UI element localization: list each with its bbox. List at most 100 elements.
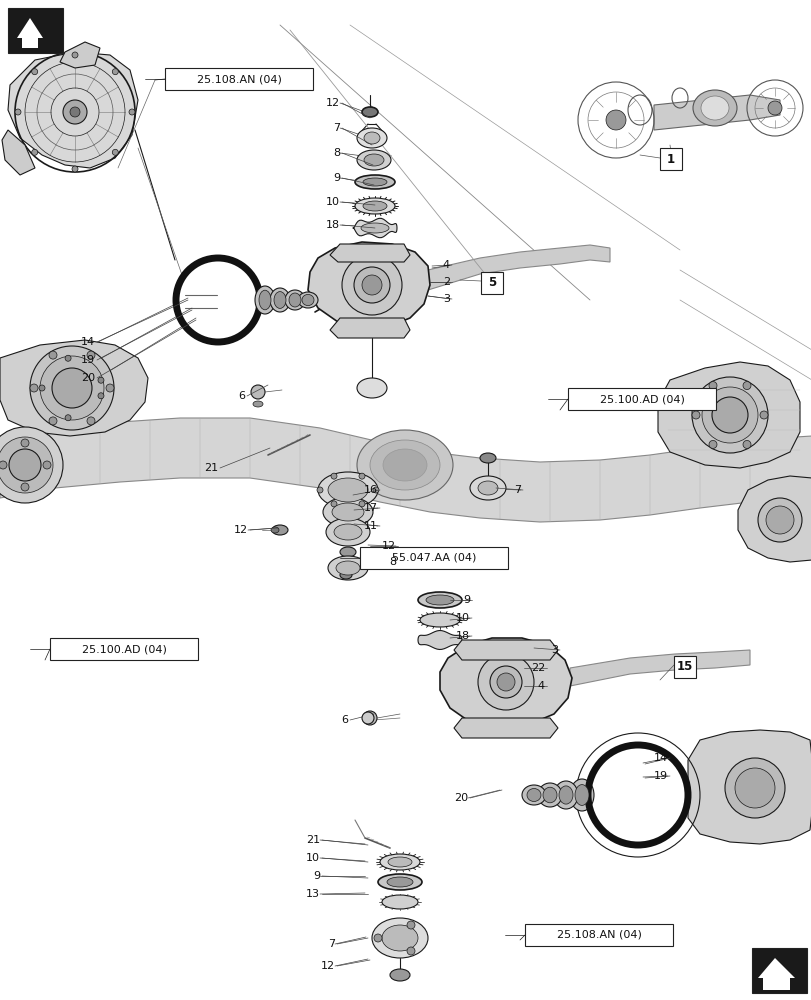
Polygon shape: [653, 95, 779, 130]
Polygon shape: [329, 244, 410, 262]
Ellipse shape: [328, 478, 367, 502]
Circle shape: [759, 411, 767, 419]
Ellipse shape: [426, 595, 453, 605]
Circle shape: [406, 921, 414, 929]
Circle shape: [87, 417, 95, 425]
Ellipse shape: [389, 969, 410, 981]
Ellipse shape: [328, 556, 367, 580]
Ellipse shape: [340, 547, 355, 557]
Text: 9: 9: [312, 871, 320, 881]
Ellipse shape: [553, 781, 577, 809]
Polygon shape: [17, 18, 43, 48]
Ellipse shape: [255, 286, 275, 314]
Circle shape: [765, 506, 793, 534]
Ellipse shape: [419, 613, 460, 627]
Circle shape: [0, 461, 7, 469]
Polygon shape: [569, 650, 749, 686]
Circle shape: [478, 654, 534, 710]
Ellipse shape: [526, 788, 540, 801]
Circle shape: [742, 382, 750, 390]
Circle shape: [354, 267, 389, 303]
Circle shape: [708, 382, 716, 390]
Bar: [359, 547, 508, 569]
Ellipse shape: [371, 918, 427, 958]
Text: 15: 15: [676, 660, 693, 674]
Circle shape: [331, 501, 337, 507]
Text: 14: 14: [653, 753, 667, 763]
Bar: [8, 8, 63, 53]
Ellipse shape: [357, 430, 453, 500]
Text: 7: 7: [328, 939, 335, 949]
Ellipse shape: [370, 440, 440, 490]
Ellipse shape: [538, 783, 561, 807]
Text: 20: 20: [453, 793, 467, 803]
Circle shape: [702, 387, 757, 443]
Text: 21: 21: [306, 835, 320, 845]
Text: 22: 22: [530, 663, 544, 673]
Circle shape: [39, 385, 45, 391]
Circle shape: [21, 439, 29, 447]
Polygon shape: [60, 42, 100, 68]
Text: 12: 12: [234, 525, 247, 535]
Circle shape: [52, 368, 92, 408]
Ellipse shape: [285, 290, 305, 310]
Text: 19: 19: [81, 355, 95, 365]
Text: 2: 2: [442, 277, 449, 287]
Circle shape: [49, 351, 57, 359]
Text: 25.100.AD (04): 25.100.AD (04): [81, 644, 166, 654]
Polygon shape: [418, 631, 461, 649]
Text: 16: 16: [363, 485, 378, 495]
Ellipse shape: [336, 561, 359, 575]
Circle shape: [362, 712, 374, 724]
Ellipse shape: [333, 524, 362, 540]
Circle shape: [72, 52, 78, 58]
Polygon shape: [657, 362, 799, 468]
Ellipse shape: [357, 378, 387, 398]
Ellipse shape: [362, 107, 378, 117]
Ellipse shape: [692, 90, 736, 126]
Circle shape: [72, 166, 78, 172]
Circle shape: [341, 255, 401, 315]
Ellipse shape: [340, 571, 351, 579]
Ellipse shape: [478, 481, 497, 495]
Ellipse shape: [253, 401, 263, 407]
Ellipse shape: [363, 201, 387, 211]
Text: 19: 19: [653, 771, 667, 781]
Text: 13: 13: [306, 889, 320, 899]
Circle shape: [65, 355, 71, 361]
Polygon shape: [0, 340, 148, 436]
Circle shape: [358, 473, 365, 479]
Circle shape: [767, 101, 781, 115]
Bar: [165, 68, 312, 90]
Circle shape: [70, 107, 80, 117]
Ellipse shape: [378, 874, 422, 890]
Text: 18: 18: [325, 220, 340, 230]
Ellipse shape: [388, 857, 411, 867]
Circle shape: [30, 346, 114, 430]
Circle shape: [372, 487, 379, 493]
Text: 12: 12: [381, 541, 396, 551]
Circle shape: [363, 711, 376, 725]
Text: 25.108.AN (04): 25.108.AN (04): [196, 74, 281, 84]
Text: 9: 9: [462, 595, 470, 605]
Bar: [673, 656, 695, 678]
Circle shape: [106, 384, 114, 392]
Text: 10: 10: [325, 197, 340, 207]
Ellipse shape: [381, 925, 418, 951]
Circle shape: [711, 397, 747, 433]
Polygon shape: [329, 318, 410, 338]
Polygon shape: [2, 130, 35, 175]
Circle shape: [331, 473, 337, 479]
Circle shape: [98, 393, 104, 399]
Ellipse shape: [298, 292, 318, 308]
Polygon shape: [307, 242, 430, 328]
Text: 14: 14: [81, 337, 95, 347]
Circle shape: [21, 483, 29, 491]
Circle shape: [757, 498, 801, 542]
Circle shape: [605, 110, 625, 130]
Ellipse shape: [332, 503, 363, 521]
Ellipse shape: [354, 198, 394, 214]
Text: 21: 21: [204, 463, 217, 473]
Text: 10: 10: [456, 613, 470, 623]
Ellipse shape: [318, 472, 378, 508]
